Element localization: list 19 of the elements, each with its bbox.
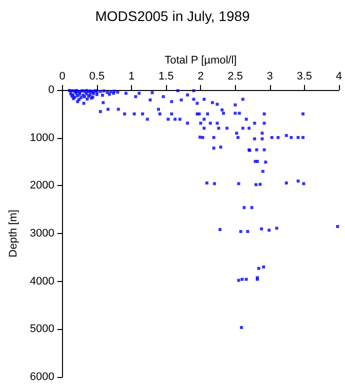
x-tick-label: 3.5 bbox=[296, 70, 312, 82]
x-tick-label: 3 bbox=[266, 70, 273, 82]
x-tick-label: 0 bbox=[59, 70, 66, 82]
y-tick-label: 5000 bbox=[30, 323, 54, 336]
y-tick-label: 3000 bbox=[30, 228, 54, 240]
x-tick-label: 1.5 bbox=[158, 70, 174, 82]
chart-title: MODS2005 in July, 1989 bbox=[95, 8, 250, 24]
y-tick-label: 4000 bbox=[30, 275, 54, 288]
x-tick-label: 0.5 bbox=[89, 70, 105, 82]
x-axis-title: Total P [µmol/l] bbox=[164, 54, 237, 67]
y-tick-label: 0 bbox=[48, 84, 54, 96]
x-tick-label: 2 bbox=[198, 70, 204, 82]
y-axis-title: Depth [m] bbox=[8, 210, 20, 258]
y-tick-label: 6000 bbox=[30, 371, 54, 383]
y-tick-label: 1000 bbox=[30, 132, 54, 144]
y-tick-label: 2000 bbox=[30, 180, 54, 192]
x-tick-label: 4 bbox=[336, 70, 342, 82]
x-tick-label: 2.5 bbox=[228, 70, 243, 82]
x-tick-label: 1 bbox=[128, 70, 135, 82]
